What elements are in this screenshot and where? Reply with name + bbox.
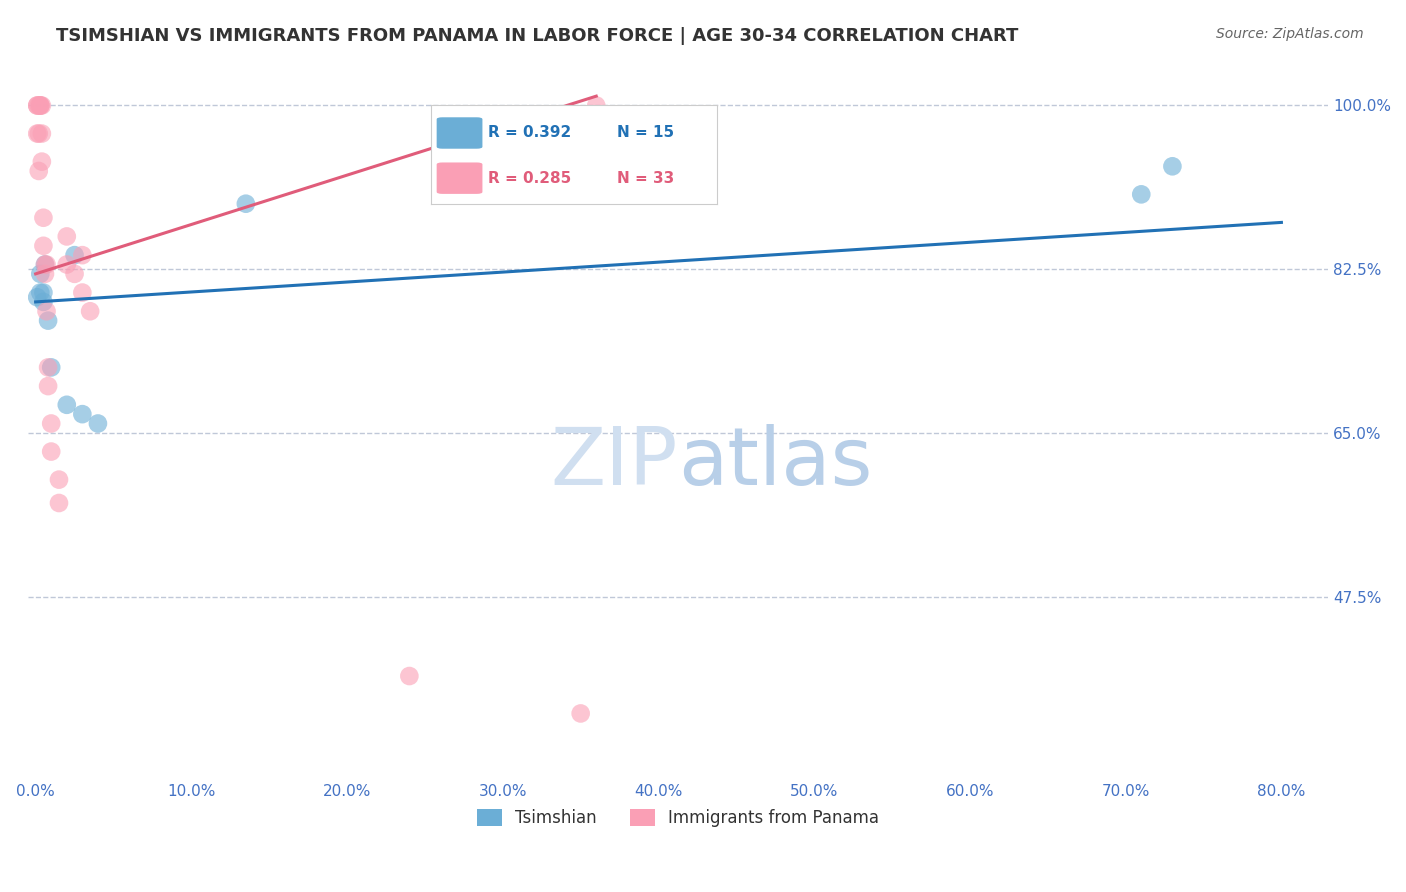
- Point: [25, 290, 48, 304]
- Point: [235, 196, 257, 211]
- Point: [32, 211, 55, 225]
- Point: [1130, 187, 1153, 202]
- Point: [48, 496, 70, 510]
- Point: [35, 304, 58, 318]
- Text: Source: ZipAtlas.com: Source: ZipAtlas.com: [1216, 27, 1364, 41]
- Point: [48, 473, 70, 487]
- Text: atlas: atlas: [678, 425, 872, 502]
- Point: [31, 127, 53, 141]
- Point: [28, 127, 51, 141]
- Point: [39, 360, 62, 375]
- Point: [569, 706, 592, 721]
- Point: [31, 98, 53, 112]
- Point: [55, 398, 77, 412]
- Point: [1161, 159, 1184, 173]
- Point: [32, 294, 55, 309]
- Point: [72, 407, 94, 421]
- Point: [30, 98, 52, 112]
- Point: [37, 360, 59, 375]
- Point: [30, 98, 52, 112]
- Point: [87, 417, 110, 431]
- Point: [63, 267, 86, 281]
- Point: [25, 127, 48, 141]
- Point: [35, 258, 58, 272]
- Point: [39, 417, 62, 431]
- Point: [39, 444, 62, 458]
- Legend: Tsimshian, Immigrants from Panama: Tsimshian, Immigrants from Panama: [470, 802, 886, 834]
- Point: [32, 285, 55, 300]
- Point: [34, 258, 56, 272]
- Point: [37, 313, 59, 327]
- Point: [37, 379, 59, 393]
- Point: [55, 229, 77, 244]
- Point: [30, 98, 52, 112]
- Point: [585, 98, 607, 112]
- Point: [55, 258, 77, 272]
- Point: [72, 248, 94, 262]
- Point: [28, 98, 51, 112]
- Point: [30, 267, 52, 281]
- Point: [28, 164, 51, 178]
- Point: [31, 154, 53, 169]
- Point: [63, 248, 86, 262]
- Point: [72, 285, 94, 300]
- Point: [79, 304, 101, 318]
- Point: [30, 285, 52, 300]
- Point: [25, 98, 48, 112]
- Point: [32, 239, 55, 253]
- Point: [34, 258, 56, 272]
- Point: [25, 98, 48, 112]
- Point: [34, 267, 56, 281]
- Text: TSIMSHIAN VS IMMIGRANTS FROM PANAMA IN LABOR FORCE | AGE 30-34 CORRELATION CHART: TSIMSHIAN VS IMMIGRANTS FROM PANAMA IN L…: [56, 27, 1018, 45]
- Text: ZIP: ZIP: [551, 425, 678, 502]
- Point: [398, 669, 420, 683]
